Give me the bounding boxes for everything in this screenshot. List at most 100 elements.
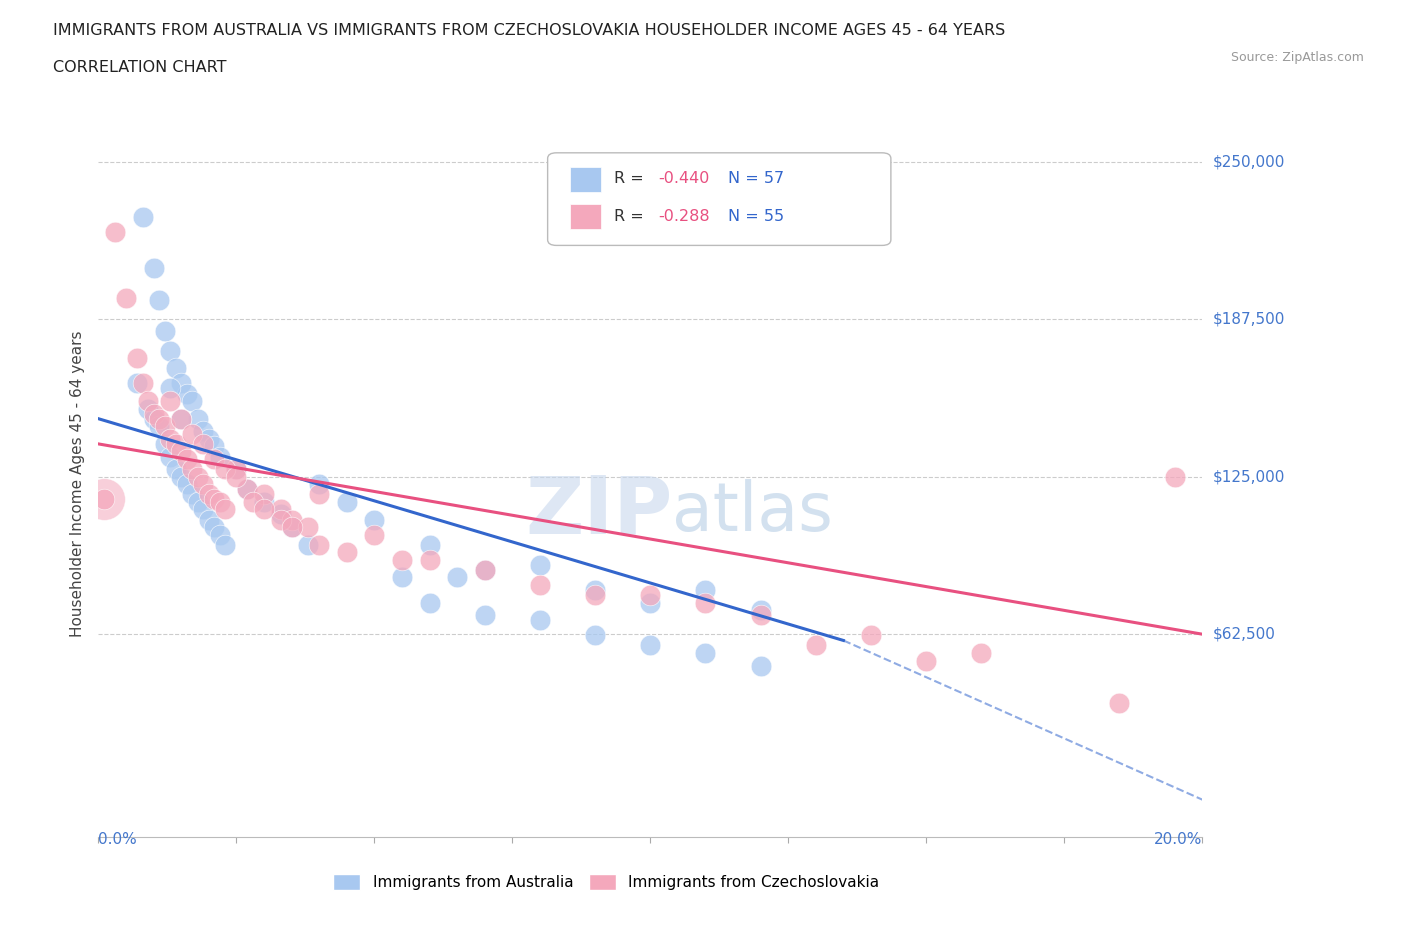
Point [214,502,236,517]
Point [225,461,247,476]
Point [583,582,606,597]
Point [297,538,319,552]
Point [419,538,441,552]
Point [159,432,181,446]
Point [142,411,165,426]
Point [131,209,153,224]
Point [197,432,219,446]
Text: IMMIGRANTS FROM AUSTRALIA VS IMMIGRANTS FROM CZECHOSLOVAKIA HOUSEHOLDER INCOME A: IMMIGRANTS FROM AUSTRALIA VS IMMIGRANTS … [53,23,1005,38]
Point [170,411,193,426]
Point [749,658,772,673]
Point [1163,470,1185,485]
Point [1108,696,1130,711]
Point [363,527,385,542]
Point [474,563,496,578]
Point [165,361,187,376]
Point [153,436,176,451]
Point [165,461,187,476]
Point [529,613,551,628]
Point [176,386,198,401]
Point [142,406,165,421]
Point [638,595,661,610]
Point [153,323,176,338]
Point [270,507,292,522]
Point [202,439,225,454]
Point [208,449,231,464]
Point [280,520,302,535]
Point [297,520,319,535]
Point [142,260,165,275]
Text: R =: R = [614,171,648,187]
Point [308,538,330,552]
Point [148,418,170,433]
Point [419,595,441,610]
Point [170,411,193,426]
Point [187,411,209,426]
Point [125,351,148,365]
Bar [569,167,600,192]
Point [695,582,717,597]
Point [165,436,187,451]
Point [280,512,302,527]
Point [214,538,236,552]
Point [176,477,198,492]
Point [159,393,181,408]
Point [225,470,247,485]
Text: 20.0%: 20.0% [1154,832,1202,847]
Point [181,393,204,408]
Legend: Immigrants from Australia, Immigrants from Czechoslovakia: Immigrants from Australia, Immigrants fr… [326,869,886,897]
Point [93,492,115,507]
Point [280,520,302,535]
Point [181,426,204,441]
Point [695,595,717,610]
Point [193,477,215,492]
Point [197,487,219,502]
Point [474,608,496,623]
FancyBboxPatch shape [547,153,891,246]
Point [170,444,193,458]
Point [202,452,225,467]
Point [391,552,413,567]
Text: ZIP: ZIP [524,472,672,551]
Point [187,495,209,510]
Text: $125,000: $125,000 [1213,469,1285,485]
Point [270,502,292,517]
Point [583,588,606,603]
Y-axis label: Householder Income Ages 45 - 64 years: Householder Income Ages 45 - 64 years [70,330,86,637]
Text: $62,500: $62,500 [1213,627,1277,642]
Point [749,603,772,618]
Point [131,376,153,391]
Point [236,482,259,497]
Point [208,495,231,510]
Point [915,653,938,668]
Point [529,557,551,572]
Point [236,482,259,497]
Point [970,645,993,660]
Point [419,552,441,567]
Point [363,512,385,527]
Point [242,495,264,510]
Point [170,470,193,485]
Point [749,608,772,623]
Point [181,487,204,502]
Point [391,570,413,585]
Point [253,487,276,502]
Point [193,436,215,451]
Point [270,512,292,527]
Bar [569,205,600,229]
Point [860,628,883,643]
Point [253,502,276,517]
Point [638,638,661,653]
Point [202,520,225,535]
Point [336,495,359,510]
Point [446,570,468,585]
Text: -0.288: -0.288 [658,209,710,224]
Point [336,545,359,560]
Point [136,393,159,408]
Text: Source: ZipAtlas.com: Source: ZipAtlas.com [1230,51,1364,64]
Point [193,424,215,439]
Point [136,401,159,416]
Point [583,628,606,643]
Point [159,449,181,464]
Point [170,376,193,391]
